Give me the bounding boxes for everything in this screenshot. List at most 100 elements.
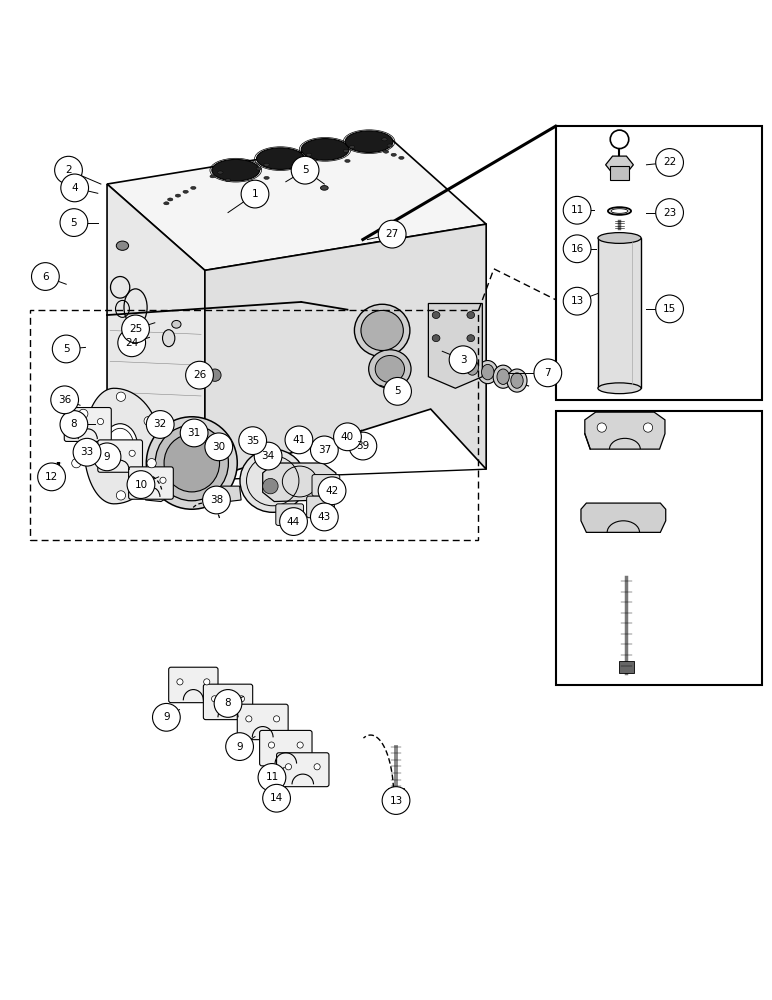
Polygon shape [585, 412, 665, 449]
Circle shape [144, 416, 154, 426]
Bar [556, 126, 762, 400]
Text: 15: 15 [663, 304, 676, 314]
Ellipse shape [345, 131, 393, 152]
FancyBboxPatch shape [237, 704, 288, 740]
Circle shape [254, 442, 282, 470]
Circle shape [60, 411, 88, 438]
Bar [598, 238, 641, 388]
Circle shape [384, 377, 411, 405]
Circle shape [127, 471, 155, 498]
Ellipse shape [598, 233, 641, 243]
Ellipse shape [164, 202, 169, 205]
Polygon shape [212, 486, 241, 502]
Circle shape [564, 235, 591, 263]
FancyBboxPatch shape [64, 408, 111, 441]
FancyBboxPatch shape [203, 684, 252, 720]
Text: 8: 8 [225, 698, 232, 708]
Ellipse shape [155, 425, 229, 501]
Ellipse shape [306, 153, 312, 156]
Circle shape [208, 369, 221, 381]
Polygon shape [262, 463, 336, 502]
Text: 4: 4 [71, 183, 78, 193]
Text: 13: 13 [571, 296, 584, 306]
Circle shape [147, 411, 174, 438]
Ellipse shape [191, 186, 196, 189]
Circle shape [225, 733, 253, 760]
Ellipse shape [147, 417, 237, 509]
Ellipse shape [340, 441, 347, 445]
Ellipse shape [467, 312, 475, 319]
Circle shape [655, 149, 683, 176]
Circle shape [97, 418, 103, 425]
FancyBboxPatch shape [169, 667, 218, 703]
Circle shape [153, 703, 180, 731]
Ellipse shape [361, 310, 403, 351]
Circle shape [73, 438, 101, 466]
FancyBboxPatch shape [276, 504, 303, 525]
Ellipse shape [375, 356, 405, 382]
Circle shape [598, 423, 606, 432]
Ellipse shape [218, 171, 223, 174]
Circle shape [534, 359, 562, 387]
Text: 12: 12 [45, 472, 58, 482]
Text: 8: 8 [70, 419, 77, 429]
Text: 38: 38 [210, 495, 223, 505]
Ellipse shape [301, 139, 349, 160]
Circle shape [318, 477, 346, 505]
Circle shape [105, 450, 111, 456]
Ellipse shape [482, 364, 494, 380]
Bar [618, 661, 634, 673]
Circle shape [118, 329, 146, 357]
Ellipse shape [384, 150, 388, 153]
Bar [556, 411, 762, 685]
Ellipse shape [350, 434, 357, 439]
Circle shape [273, 716, 279, 722]
Ellipse shape [387, 144, 392, 147]
Text: 1: 1 [252, 189, 259, 199]
Ellipse shape [256, 148, 304, 169]
Text: 41: 41 [293, 435, 306, 445]
Text: 9: 9 [103, 452, 110, 462]
Circle shape [334, 423, 361, 451]
Circle shape [297, 742, 303, 748]
Text: 36: 36 [58, 395, 71, 405]
Text: 11: 11 [571, 205, 584, 215]
Text: 9: 9 [236, 742, 243, 752]
Ellipse shape [478, 361, 498, 384]
Bar [610, 166, 628, 180]
Circle shape [286, 764, 292, 770]
Ellipse shape [398, 156, 404, 159]
Text: 16: 16 [571, 244, 584, 254]
Polygon shape [205, 224, 486, 480]
Circle shape [245, 716, 252, 722]
Circle shape [349, 432, 377, 460]
Circle shape [269, 742, 275, 748]
Text: 39: 39 [356, 441, 370, 451]
Ellipse shape [175, 194, 181, 197]
FancyBboxPatch shape [312, 475, 340, 496]
Text: 7: 7 [544, 368, 551, 378]
Ellipse shape [467, 335, 475, 342]
Text: 30: 30 [212, 442, 225, 452]
Circle shape [93, 443, 121, 471]
Ellipse shape [256, 167, 262, 170]
Bar [388, 788, 404, 801]
Ellipse shape [350, 146, 355, 149]
Text: 42: 42 [326, 486, 339, 496]
Ellipse shape [303, 167, 308, 170]
Circle shape [382, 787, 410, 814]
Ellipse shape [507, 369, 527, 392]
Circle shape [38, 463, 66, 491]
Circle shape [564, 196, 591, 224]
Ellipse shape [447, 351, 467, 374]
Circle shape [212, 696, 218, 702]
Circle shape [60, 209, 88, 236]
Ellipse shape [511, 373, 523, 388]
Ellipse shape [345, 159, 350, 162]
Polygon shape [107, 184, 205, 480]
Ellipse shape [210, 175, 215, 178]
Text: 44: 44 [287, 517, 300, 527]
Circle shape [55, 156, 83, 184]
Ellipse shape [432, 335, 440, 342]
Text: 23: 23 [663, 208, 676, 218]
